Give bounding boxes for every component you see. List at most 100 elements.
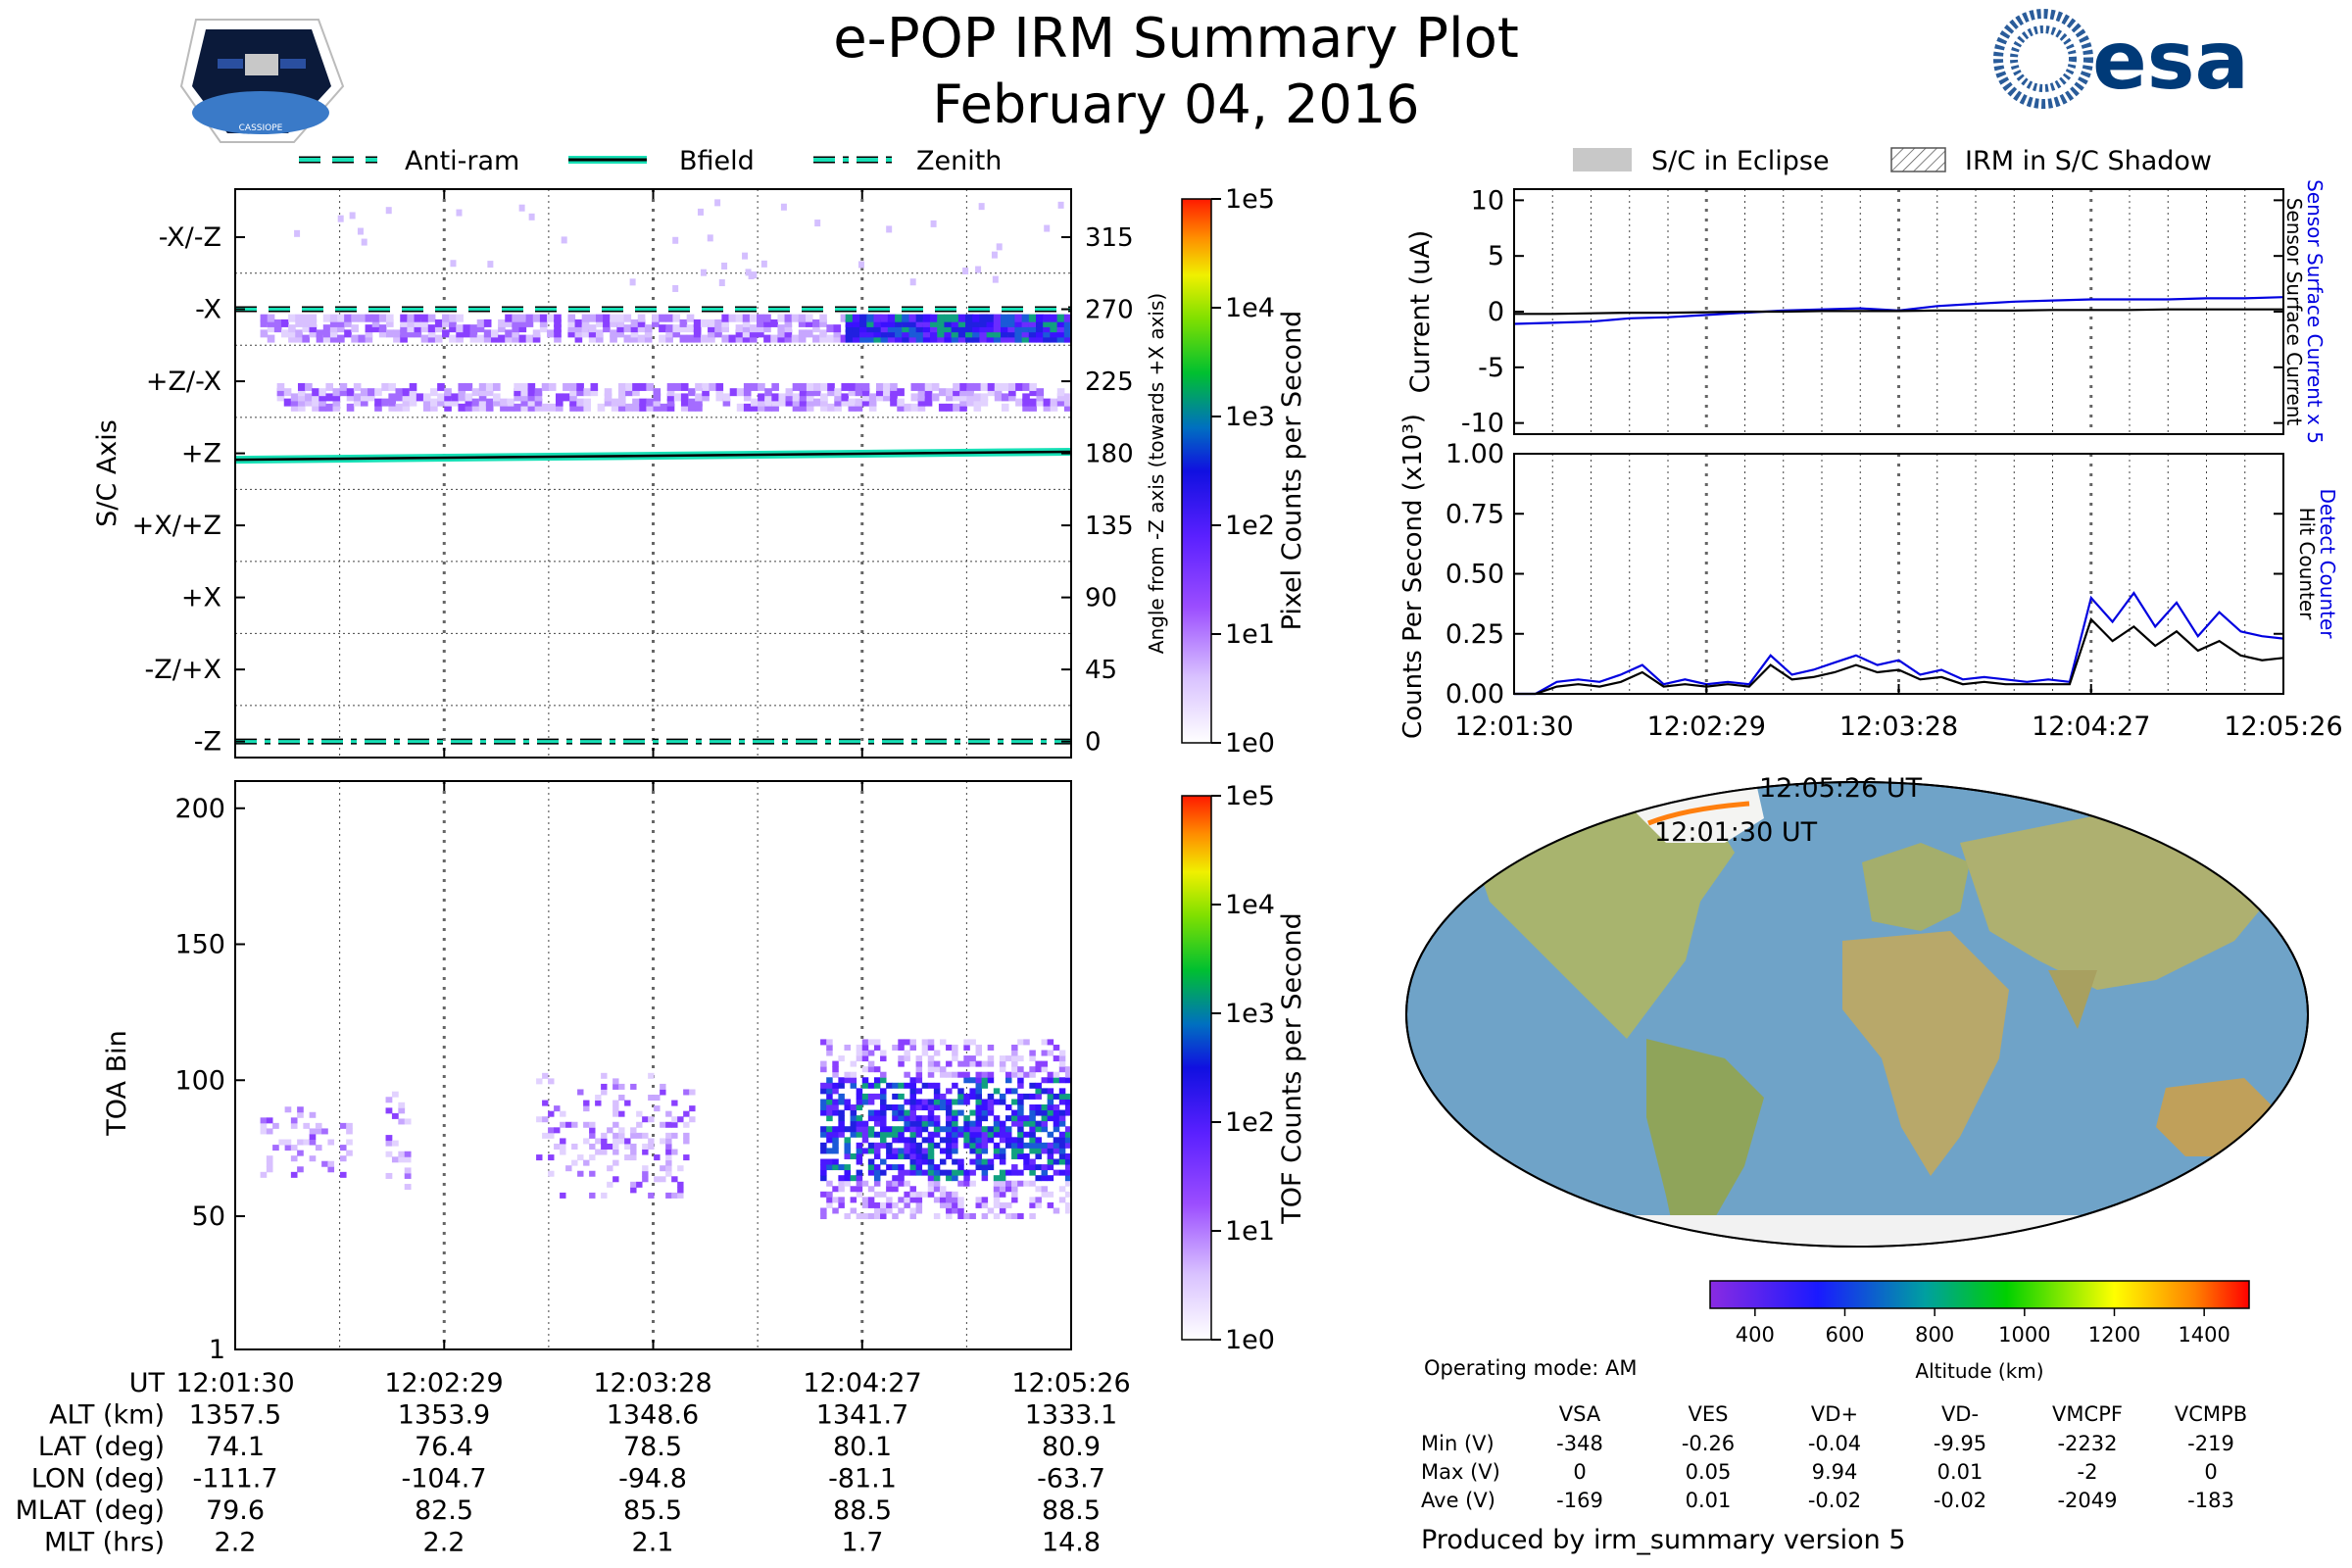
toa-cell <box>867 1186 875 1193</box>
toa-cell <box>1029 1131 1036 1138</box>
toa-cell <box>1058 1142 1066 1149</box>
heatmap-cell <box>714 324 722 333</box>
colorbar-tick-label: 1e3 <box>1225 402 1275 432</box>
heatmap-cell <box>827 382 835 391</box>
toa-cell <box>607 1165 613 1172</box>
heatmap-cell <box>414 318 422 327</box>
ephemeris-row-label: LON (deg) <box>31 1464 165 1494</box>
toa-cell <box>969 1060 976 1067</box>
heatmap-cell <box>659 334 666 343</box>
toa-cell <box>589 1127 596 1134</box>
toa-cell <box>873 1201 881 1208</box>
toa-cell <box>873 1044 881 1051</box>
toa-cell <box>861 1213 869 1220</box>
heatmap-cell <box>880 329 889 338</box>
heatmap-cell <box>784 314 793 322</box>
legend-eclipse-label: S/C in Eclipse <box>1651 146 1830 176</box>
heatmap-cell <box>437 393 445 402</box>
heatmap-cell <box>309 318 318 327</box>
toa-cell <box>589 1132 596 1139</box>
toa-cell <box>909 1164 916 1171</box>
heatmap-cell <box>1036 393 1045 402</box>
heatmap-cell <box>267 314 275 322</box>
toa-cell <box>993 1180 1001 1187</box>
toa-cell <box>577 1089 584 1096</box>
toa-cell <box>933 1169 941 1176</box>
heatmap-cell <box>322 324 331 333</box>
heatmap-cell <box>693 318 702 327</box>
heatmap-cell <box>527 393 536 402</box>
toa-cell <box>838 1082 845 1089</box>
heatmap-cell <box>358 314 367 322</box>
toa-cell <box>832 1082 839 1089</box>
toa-cell <box>826 1191 833 1198</box>
ephemeris-table: UT 12:01:30 12:02:29 12:03:28 12:04:27 12:05:… <box>16 1368 1131 1558</box>
toa-cell <box>927 1109 935 1116</box>
toa-cell <box>915 1142 923 1149</box>
map-antarctica <box>1470 1215 2254 1247</box>
toa-cell <box>1035 1088 1042 1095</box>
heatmap-cell <box>469 324 478 333</box>
ephemeris-row-label: ALT (km) <box>49 1400 165 1431</box>
heatmap-cell <box>883 388 891 397</box>
toa-cell <box>904 1071 910 1078</box>
toa-cell <box>898 1131 905 1138</box>
heatmap-cell <box>588 314 597 322</box>
heatmap-cell <box>637 314 646 322</box>
toa-cell <box>832 1071 839 1078</box>
toa-cell <box>1058 1077 1066 1084</box>
toa-cell <box>904 1142 910 1149</box>
toa-cell <box>665 1165 672 1172</box>
toa-cell <box>548 1127 555 1134</box>
heatmap-cell <box>875 388 884 397</box>
heatmap-cell <box>576 398 584 407</box>
toa-cell <box>1053 1120 1060 1127</box>
toa-cell <box>1058 1099 1066 1105</box>
voltage-value: 0.01 <box>1937 1460 1984 1484</box>
heatmap-cell <box>834 403 842 412</box>
toa-cell <box>861 1120 869 1127</box>
heatmap-cell <box>532 334 541 343</box>
heatmap-cell <box>322 329 331 338</box>
toa-cell <box>861 1044 869 1051</box>
heatmap-cell <box>644 334 653 343</box>
toa-cell <box>946 1060 953 1067</box>
heatmap-cell <box>902 329 909 338</box>
heatmap-cell <box>1043 329 1051 338</box>
heatmap-cell <box>792 398 801 407</box>
heatmap-cell <box>422 403 431 412</box>
toa-cell <box>981 1126 989 1133</box>
heatmap-cell <box>978 203 985 211</box>
toa-cell <box>975 1152 983 1159</box>
heatmap-cell <box>407 324 416 333</box>
heatmap-cell <box>294 229 301 237</box>
heatmap-cell <box>427 314 436 322</box>
toa-cell <box>1011 1191 1018 1198</box>
toa-cell <box>975 1137 983 1144</box>
ephemeris-value: -104.7 <box>401 1464 486 1494</box>
heatmap-cell <box>848 388 857 397</box>
toa-cell <box>921 1148 929 1154</box>
heatmap-cell <box>409 382 417 391</box>
heatmap-cell <box>757 329 764 338</box>
toa-cell <box>993 1175 1001 1182</box>
heatmap-cell <box>866 334 874 343</box>
toa-cell <box>873 1164 881 1171</box>
toa-cell <box>909 1120 916 1127</box>
heatmap-cell <box>1008 393 1016 402</box>
toa-cell <box>548 1132 555 1139</box>
heatmap-cell <box>714 318 722 327</box>
heatmap-cell <box>360 398 368 407</box>
toa-cell <box>648 1116 655 1123</box>
toa-cell <box>1017 1213 1024 1220</box>
toa-cell <box>660 1138 666 1145</box>
heatmap-cell <box>1056 398 1065 407</box>
heatmap-cell <box>520 382 529 391</box>
toa-cell <box>892 1109 899 1116</box>
heatmap-cell <box>267 324 275 333</box>
heatmap-cell <box>1036 388 1045 397</box>
heatmap-cell <box>812 388 821 397</box>
heatmap-cell <box>937 324 945 333</box>
heatmap-cell <box>721 314 729 322</box>
toa-cell <box>921 1039 929 1046</box>
